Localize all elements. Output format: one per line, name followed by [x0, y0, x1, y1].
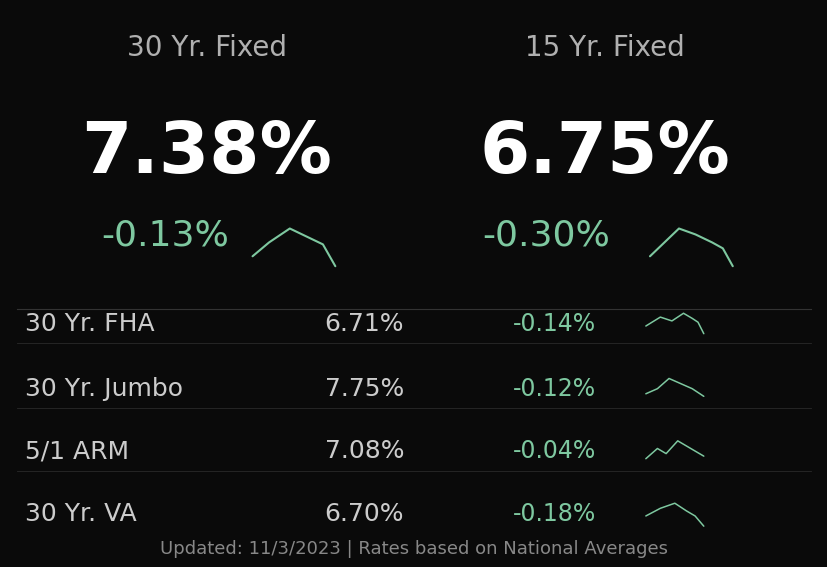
Text: 30 Yr. VA: 30 Yr. VA: [25, 502, 136, 526]
Text: 5/1 ARM: 5/1 ARM: [25, 439, 129, 463]
Text: -0.04%: -0.04%: [513, 439, 595, 463]
Text: Updated: 11/3/2023 | Rates based on National Averages: Updated: 11/3/2023 | Rates based on Nati…: [160, 540, 667, 558]
Text: 30 Yr. FHA: 30 Yr. FHA: [25, 312, 155, 336]
Text: 6.75%: 6.75%: [479, 119, 729, 188]
Text: -0.18%: -0.18%: [513, 502, 595, 526]
Text: 6.70%: 6.70%: [324, 502, 404, 526]
Text: 7.08%: 7.08%: [324, 439, 404, 463]
Text: 15 Yr. Fixed: 15 Yr. Fixed: [524, 34, 683, 62]
Text: -0.13%: -0.13%: [102, 218, 229, 252]
Text: 7.38%: 7.38%: [82, 119, 332, 188]
Text: 30 Yr. Jumbo: 30 Yr. Jumbo: [25, 377, 183, 401]
Text: 7.75%: 7.75%: [324, 377, 404, 401]
Text: -0.14%: -0.14%: [513, 312, 595, 336]
Text: 6.71%: 6.71%: [324, 312, 404, 336]
Text: 30 Yr. Fixed: 30 Yr. Fixed: [127, 34, 287, 62]
Text: -0.30%: -0.30%: [482, 218, 609, 252]
Text: -0.12%: -0.12%: [513, 377, 595, 401]
